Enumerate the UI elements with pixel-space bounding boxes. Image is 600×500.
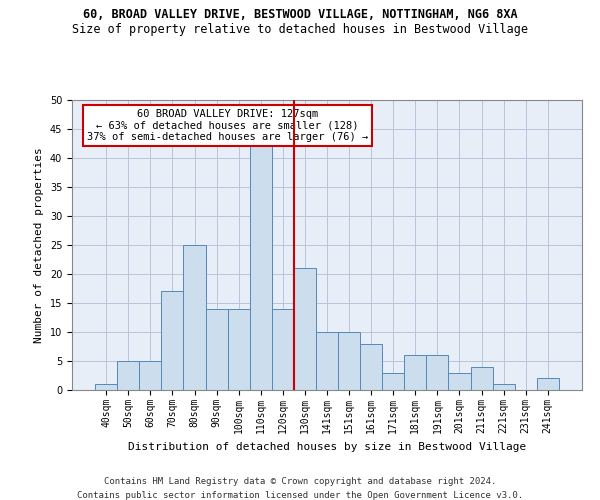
Bar bbox=[227, 309, 250, 390]
Bar bbox=[448, 372, 470, 390]
Bar bbox=[338, 332, 360, 390]
Bar bbox=[316, 332, 338, 390]
Text: Contains public sector information licensed under the Open Government Licence v3: Contains public sector information licen… bbox=[77, 491, 523, 500]
Bar bbox=[184, 245, 206, 390]
Bar bbox=[294, 268, 316, 390]
Y-axis label: Number of detached properties: Number of detached properties bbox=[34, 147, 44, 343]
Bar bbox=[272, 309, 294, 390]
Bar bbox=[470, 367, 493, 390]
Bar bbox=[537, 378, 559, 390]
Text: Size of property relative to detached houses in Bestwood Village: Size of property relative to detached ho… bbox=[72, 22, 528, 36]
Text: 60, BROAD VALLEY DRIVE, BESTWOOD VILLAGE, NOTTINGHAM, NG6 8XA: 60, BROAD VALLEY DRIVE, BESTWOOD VILLAGE… bbox=[83, 8, 517, 20]
Bar bbox=[427, 355, 448, 390]
Bar bbox=[360, 344, 382, 390]
Bar bbox=[206, 309, 227, 390]
Text: 60 BROAD VALLEY DRIVE: 127sqm
← 63% of detached houses are smaller (128)
37% of : 60 BROAD VALLEY DRIVE: 127sqm ← 63% of d… bbox=[87, 108, 368, 142]
Bar bbox=[493, 384, 515, 390]
Bar bbox=[139, 361, 161, 390]
Bar bbox=[382, 372, 404, 390]
Bar bbox=[161, 292, 184, 390]
Bar bbox=[95, 384, 117, 390]
Bar bbox=[250, 146, 272, 390]
Bar bbox=[404, 355, 427, 390]
Bar bbox=[117, 361, 139, 390]
Text: Distribution of detached houses by size in Bestwood Village: Distribution of detached houses by size … bbox=[128, 442, 526, 452]
Text: Contains HM Land Registry data © Crown copyright and database right 2024.: Contains HM Land Registry data © Crown c… bbox=[104, 478, 496, 486]
